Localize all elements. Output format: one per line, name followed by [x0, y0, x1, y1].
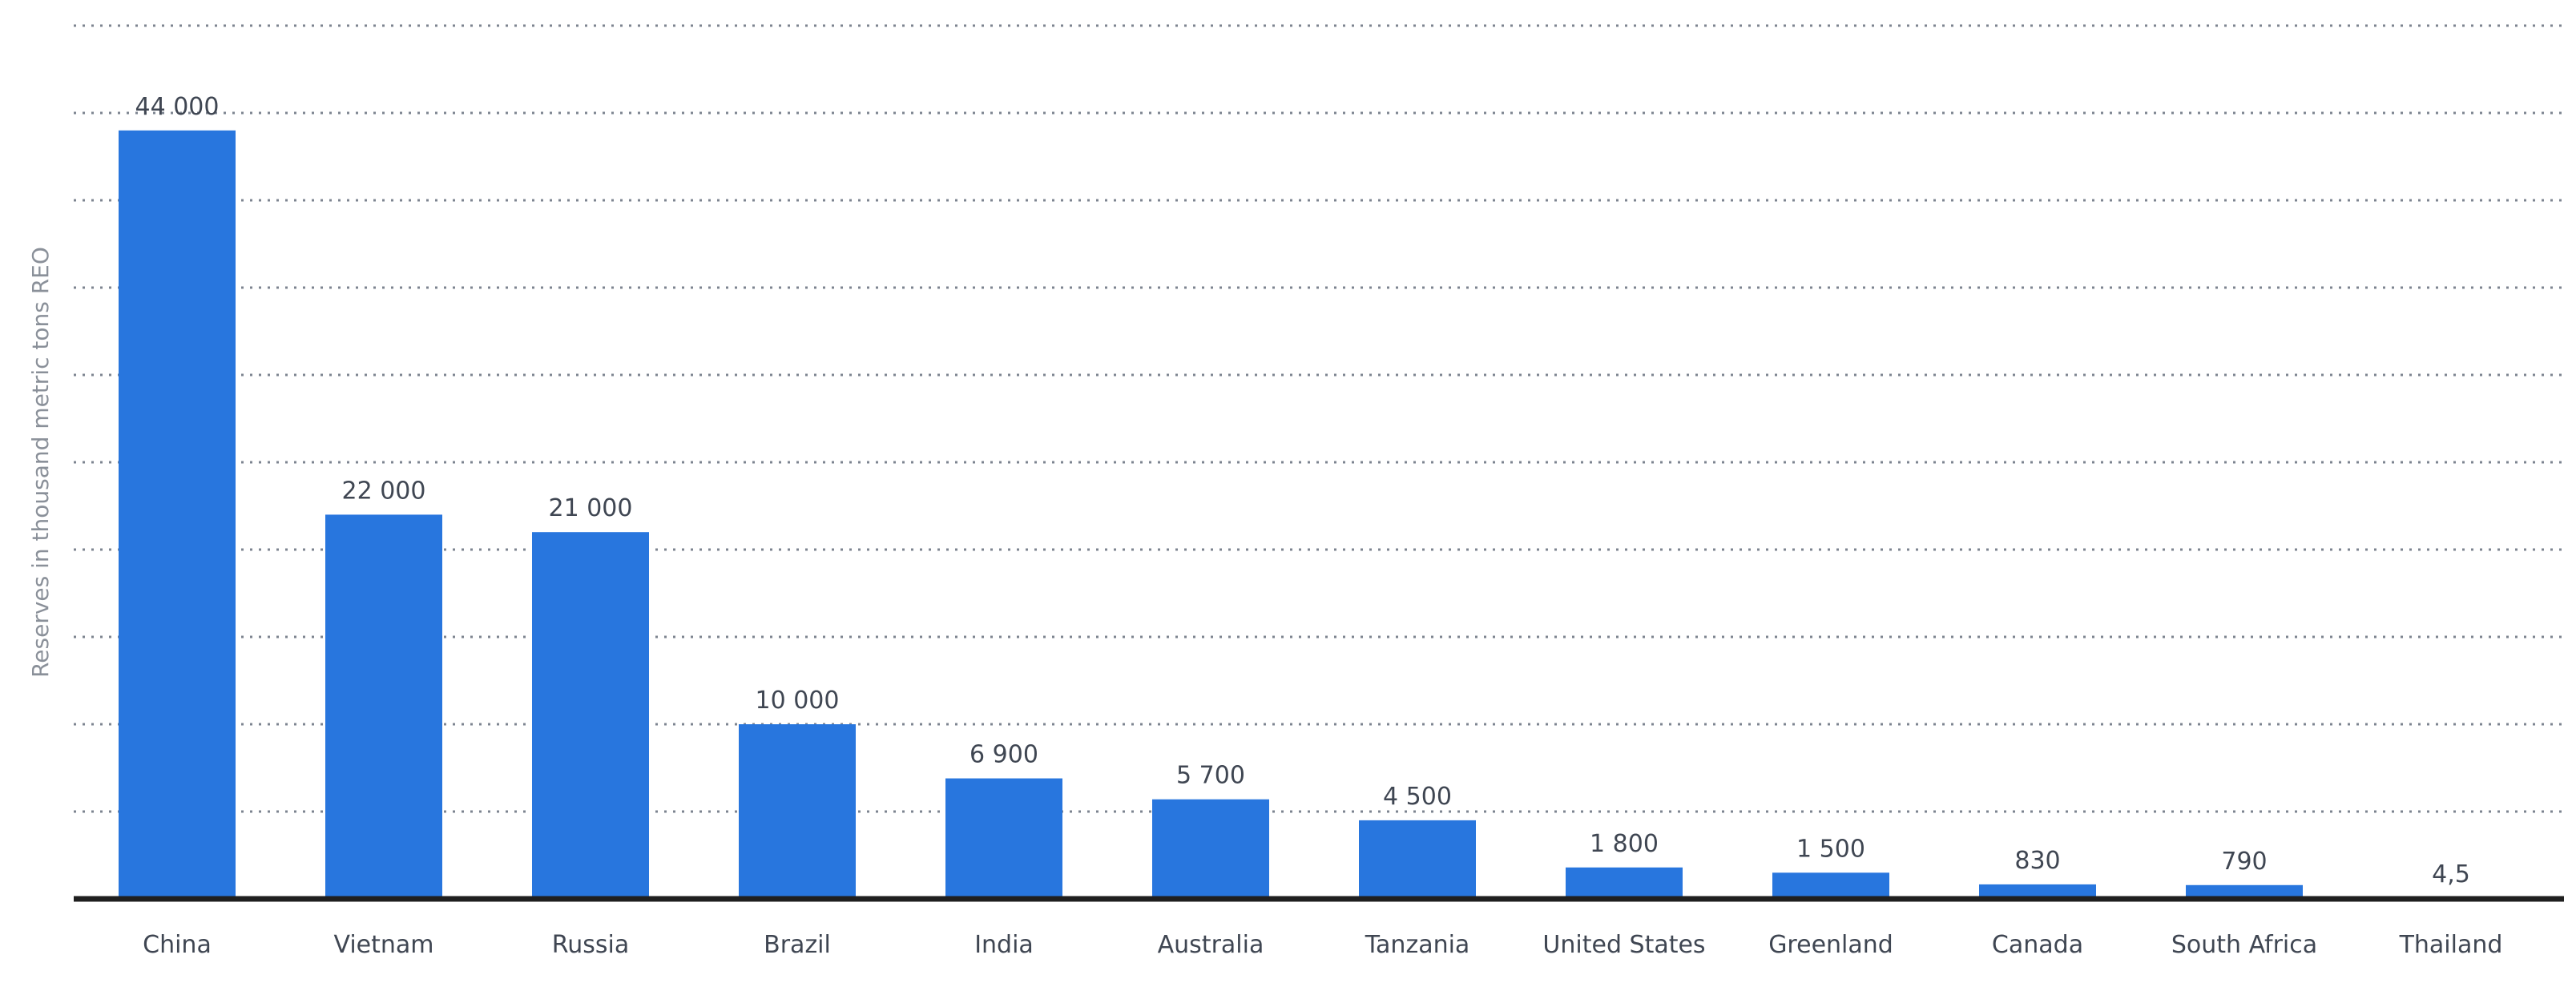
bar-brazil: [739, 724, 856, 899]
x-axis-tick-label: Tanzania: [1365, 931, 1470, 959]
bar-value-label: 4 500: [1383, 783, 1452, 811]
x-axis-tick-label: India: [974, 931, 1034, 959]
bar-value-label: 6 900: [970, 741, 1038, 769]
x-axis-tick-label: United States: [1542, 931, 1705, 959]
bar-value-label: 1 800: [1590, 830, 1659, 858]
bar-australia: [1152, 799, 1269, 899]
x-axis-tick-label: South Africa: [2171, 931, 2317, 959]
x-axis-tick-label: China: [143, 931, 212, 959]
y-axis-title: Reserves in thousand metric tons REO: [27, 247, 54, 678]
bar-greenland: [1772, 872, 1889, 899]
x-axis-tick-label: Vietnam: [333, 931, 433, 959]
value-labels: 44 000 22 000 21 000 10 000 6 900 5 700 4 500 1…: [135, 93, 2470, 888]
bar-value-label: 44 000: [135, 93, 220, 121]
bar-value-label: 5 700: [1176, 762, 1245, 790]
bar-value-label: 4,5: [2432, 860, 2470, 888]
bars: [119, 130, 2509, 900]
bar-russia: [532, 532, 649, 899]
gridlines: [74, 24, 2564, 813]
bar-canada: [1979, 884, 2096, 899]
x-axis-tick-label: Brazil: [764, 931, 831, 959]
bar-value-label: 22 000: [342, 477, 426, 505]
bar-india: [945, 778, 1062, 899]
bar-united-states: [1566, 867, 1683, 899]
bar-value-label: 830: [2014, 847, 2060, 875]
bar-south-africa: [2186, 884, 2303, 899]
x-axis-tick-label: Greenland: [1768, 931, 1893, 959]
x-axis-tick-label: Australia: [1158, 931, 1264, 959]
x-axis-tick-label: Thailand: [2399, 931, 2503, 959]
x-axis-tick-label: Canada: [1992, 931, 2083, 959]
bar-value-label: 790: [2221, 848, 2267, 876]
x-axis-tick-label: Russia: [552, 931, 630, 959]
bar-tanzania: [1359, 820, 1476, 899]
category-labels: China Vietnam Russia Brazil India Australia Ta…: [143, 931, 2502, 959]
bar-vietnam: [325, 514, 442, 899]
bar-value-label: 1 500: [1796, 835, 1865, 863]
bar-value-label: 10 000: [756, 687, 840, 715]
bar-china: [119, 130, 236, 900]
bar-value-label: 21 000: [549, 494, 633, 522]
